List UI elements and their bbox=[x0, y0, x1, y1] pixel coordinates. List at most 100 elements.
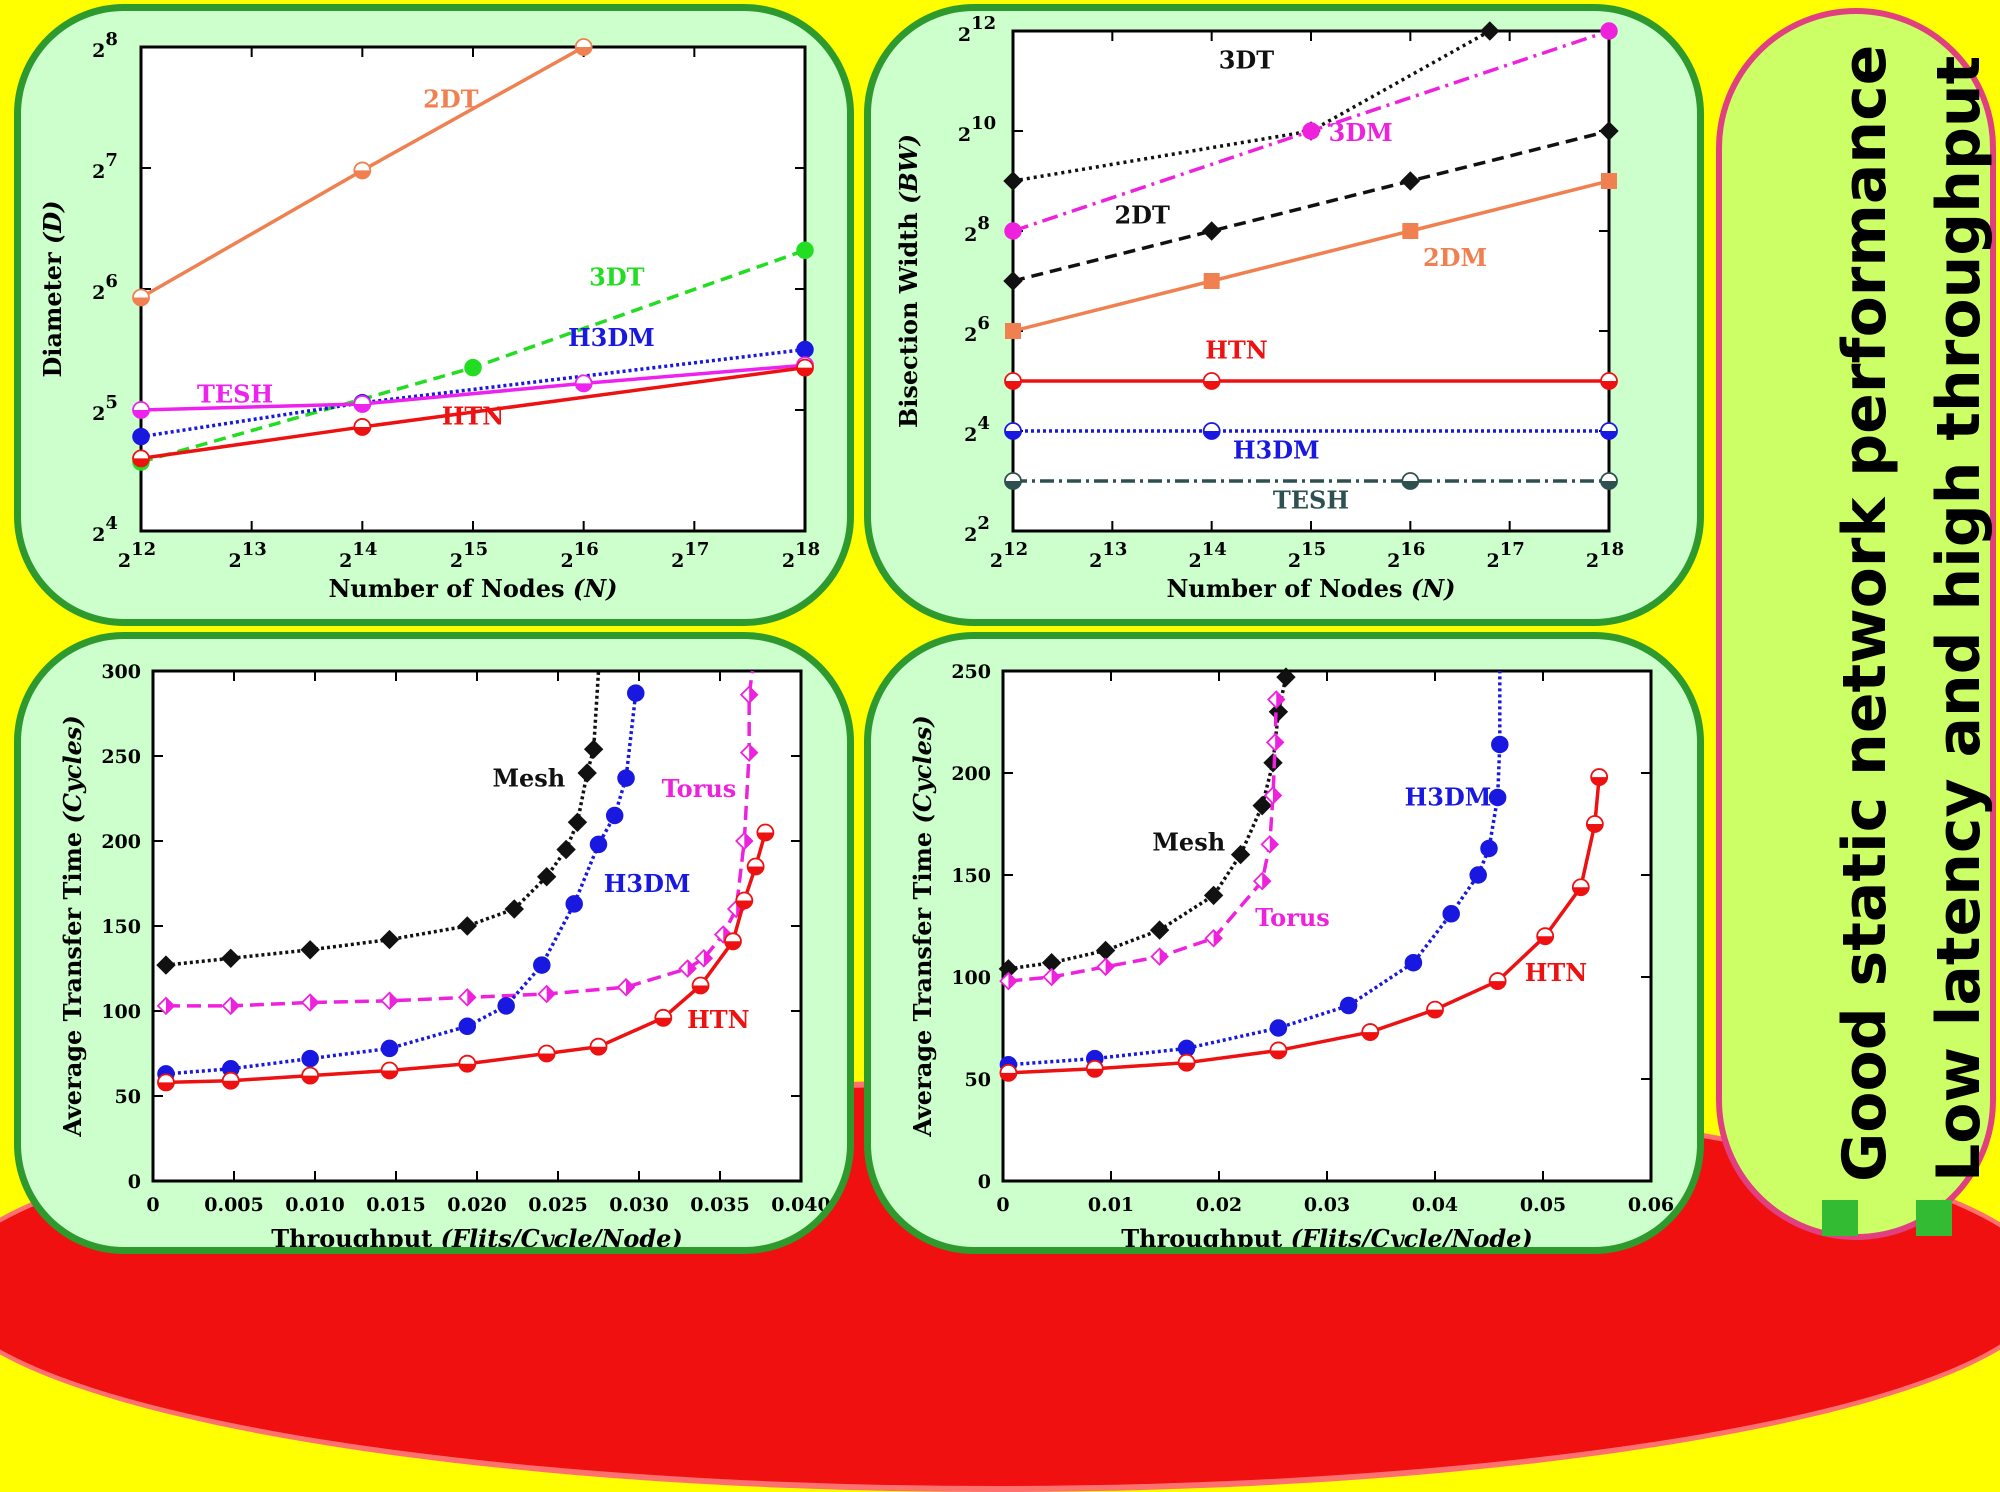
y-tick-label: 27 bbox=[92, 150, 118, 183]
x-tick-label: 213 bbox=[229, 539, 267, 572]
data-point-htn bbox=[353, 418, 372, 436]
x-axis-title: Number of Nodes (N) bbox=[328, 574, 617, 603]
data-point-h3dm bbox=[796, 340, 814, 359]
data-point-mesh bbox=[300, 940, 320, 960]
x-tick-label: 0.005 bbox=[204, 1194, 264, 1216]
x-tick-label: 0.010 bbox=[285, 1194, 345, 1216]
data-point-2dt bbox=[1201, 221, 1222, 241]
series-h3dm bbox=[157, 684, 645, 1083]
transfer-time-chart-b-panel: 0 0.01 0.02 0.03 0.04 0.05 0.06 0 50 100 150 200 250… bbox=[864, 632, 1704, 1254]
data-point-htn bbox=[724, 932, 742, 951]
data-point-2dt bbox=[1003, 271, 1023, 291]
data-point-torus bbox=[380, 991, 399, 1011]
series-torus bbox=[999, 690, 1286, 991]
y-tick-label: 26 bbox=[92, 271, 118, 304]
data-point-mesh bbox=[536, 866, 557, 887]
data-point-h3dm bbox=[497, 997, 515, 1015]
data-point-htn bbox=[1536, 927, 1555, 946]
y-tick-label: 150 bbox=[101, 916, 141, 938]
x-tick-label: 0.04 bbox=[1412, 1194, 1458, 1216]
data-point-torus bbox=[156, 996, 176, 1016]
data-point-h3dm bbox=[1600, 422, 1618, 440]
series-label-3dm: 3DM bbox=[1329, 118, 1393, 147]
x-tick-label: 216 bbox=[1387, 539, 1425, 572]
data-point-htn bbox=[157, 1073, 175, 1092]
x-tick-label: 218 bbox=[782, 539, 820, 572]
series-tesh bbox=[1004, 472, 1618, 490]
data-point-htn bbox=[1426, 1000, 1444, 1019]
data-point-h3dm bbox=[1442, 905, 1460, 923]
bullet-icon bbox=[1822, 1200, 1858, 1236]
y-tick-label: 100 bbox=[951, 967, 991, 989]
plot-area bbox=[1011, 29, 1611, 533]
data-point-htn bbox=[746, 857, 765, 876]
transfer-time-chart-b: 0 0.01 0.02 0.03 0.04 0.05 0.06 0 50 100 150 200 250… bbox=[908, 661, 1674, 1253]
x-tick-label: 0.025 bbox=[528, 1194, 588, 1216]
data-point-torus bbox=[1266, 690, 1286, 709]
series-3dm bbox=[1004, 22, 1618, 240]
data-point-tesh bbox=[353, 395, 372, 413]
summary-panel: Good static network performance Low late… bbox=[1716, 8, 1996, 1240]
data-point-mesh bbox=[577, 763, 597, 783]
data-point-h3dm bbox=[589, 835, 608, 854]
data-point-2dm bbox=[1005, 323, 1021, 339]
y-axis-title: Bisection Width (BW) bbox=[894, 134, 923, 428]
data-point-2dt bbox=[1400, 171, 1421, 191]
data-point-mesh bbox=[1149, 920, 1170, 940]
data-point-tesh bbox=[1600, 472, 1618, 490]
series-label-3dt: 3DT bbox=[589, 262, 645, 291]
data-point-h3dm bbox=[1488, 788, 1507, 807]
data-point-2dt bbox=[574, 38, 593, 56]
data-point-torus bbox=[1096, 957, 1115, 977]
data-point-htn bbox=[132, 449, 150, 468]
data-point-3dt bbox=[796, 241, 814, 260]
data-point-htn bbox=[301, 1066, 320, 1085]
series-line-h3dm bbox=[1008, 671, 1502, 1067]
data-point-torus bbox=[537, 984, 556, 1004]
x-tick-label: 0.035 bbox=[690, 1194, 750, 1216]
data-point-h3dm bbox=[627, 684, 645, 702]
data-point-mesh bbox=[567, 812, 588, 833]
series-label-tesh: TESH bbox=[197, 380, 273, 409]
data-point-2dt bbox=[1599, 121, 1619, 141]
y-tick-label: 200 bbox=[951, 763, 991, 785]
x-tick-label: 0.05 bbox=[1520, 1194, 1566, 1216]
series-label-torus: Torus bbox=[1255, 903, 1330, 932]
x-axis-title: Throughput (Flits/Cycle/Node) bbox=[1121, 1224, 1532, 1253]
data-point-h3dm bbox=[1269, 1019, 1288, 1037]
y-tick-label: 24 bbox=[92, 513, 118, 546]
plot-area bbox=[1001, 669, 1653, 1183]
x-tick-label: 214 bbox=[339, 539, 377, 572]
x-tick-label: 0.015 bbox=[366, 1194, 426, 1216]
data-point-torus bbox=[616, 977, 636, 997]
series-2dm bbox=[1005, 173, 1617, 339]
data-point-htn bbox=[537, 1044, 556, 1063]
series-label-h3dm: H3DM bbox=[604, 869, 691, 898]
data-point-htn bbox=[1004, 372, 1022, 390]
series-h3dm bbox=[999, 671, 1509, 1074]
data-point-3dm bbox=[1600, 22, 1618, 40]
data-point-h3dm bbox=[1004, 422, 1022, 440]
data-point-htn bbox=[1590, 768, 1609, 786]
data-point-mesh bbox=[1203, 885, 1224, 906]
data-point-2dm bbox=[1402, 223, 1419, 239]
series-htn bbox=[1004, 372, 1618, 390]
data-point-2dm bbox=[1601, 173, 1617, 189]
y-tick-label: 212 bbox=[958, 13, 996, 46]
x-tick-label: 0.06 bbox=[1628, 1194, 1674, 1216]
y-tick-label: 250 bbox=[101, 746, 141, 768]
data-point-torus bbox=[1150, 947, 1169, 966]
data-point-mesh bbox=[1268, 702, 1289, 722]
data-point-torus bbox=[1263, 786, 1283, 805]
data-point-tesh bbox=[574, 374, 593, 393]
series-label-tesh: TESH bbox=[1273, 486, 1349, 515]
y-tick-label: 150 bbox=[951, 865, 991, 887]
data-point-htn bbox=[999, 1063, 1018, 1082]
series-mesh bbox=[156, 670, 604, 975]
series-label-htn: HTN bbox=[687, 1005, 749, 1034]
data-point-tesh bbox=[1401, 472, 1420, 490]
data-point-htn bbox=[1269, 1041, 1288, 1060]
series-tesh bbox=[132, 356, 814, 419]
y-tick-label: 24 bbox=[964, 413, 990, 446]
y-tick-label: 26 bbox=[964, 313, 990, 346]
